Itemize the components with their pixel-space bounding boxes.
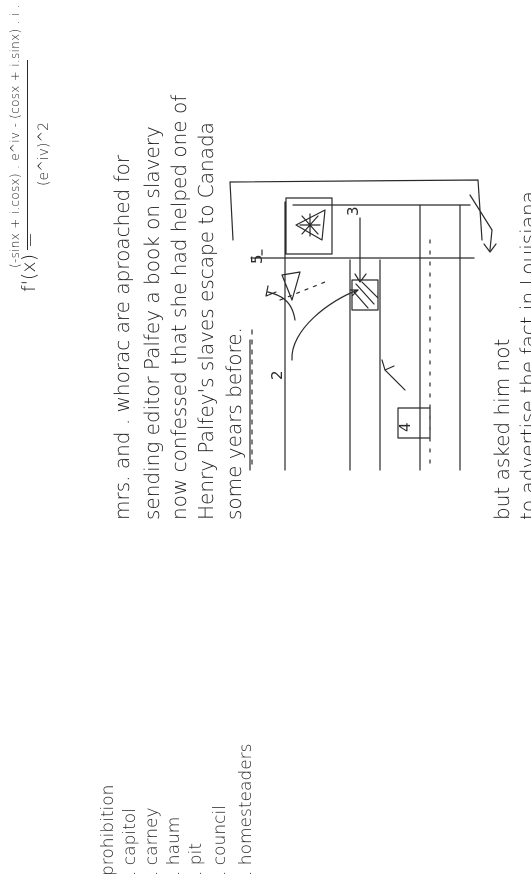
small-triangle <box>281 271 301 301</box>
dotted-guide <box>279 279 331 301</box>
sun-box <box>285 197 333 255</box>
shading <box>353 281 379 309</box>
diagram-label-5: 5 <box>248 254 266 264</box>
arrow-right <box>469 194 493 251</box>
diagram-label-3: 3 <box>344 206 362 216</box>
arrow-head <box>265 285 277 297</box>
arrow-curve <box>291 289 359 361</box>
arrow-double <box>384 369 406 391</box>
formula-fraction-bar <box>27 60 28 250</box>
diagram-label-4: 4 <box>396 422 414 432</box>
arrow-head <box>349 289 359 297</box>
arrow-head <box>381 359 395 371</box>
lower-box <box>397 407 431 439</box>
arrow-head <box>483 243 497 253</box>
arrow-2 <box>267 291 296 321</box>
arrow-head <box>354 273 367 283</box>
sun-rays <box>299 213 321 237</box>
diagram-label-2: 2 <box>268 370 286 380</box>
shaded-box <box>351 279 379 311</box>
